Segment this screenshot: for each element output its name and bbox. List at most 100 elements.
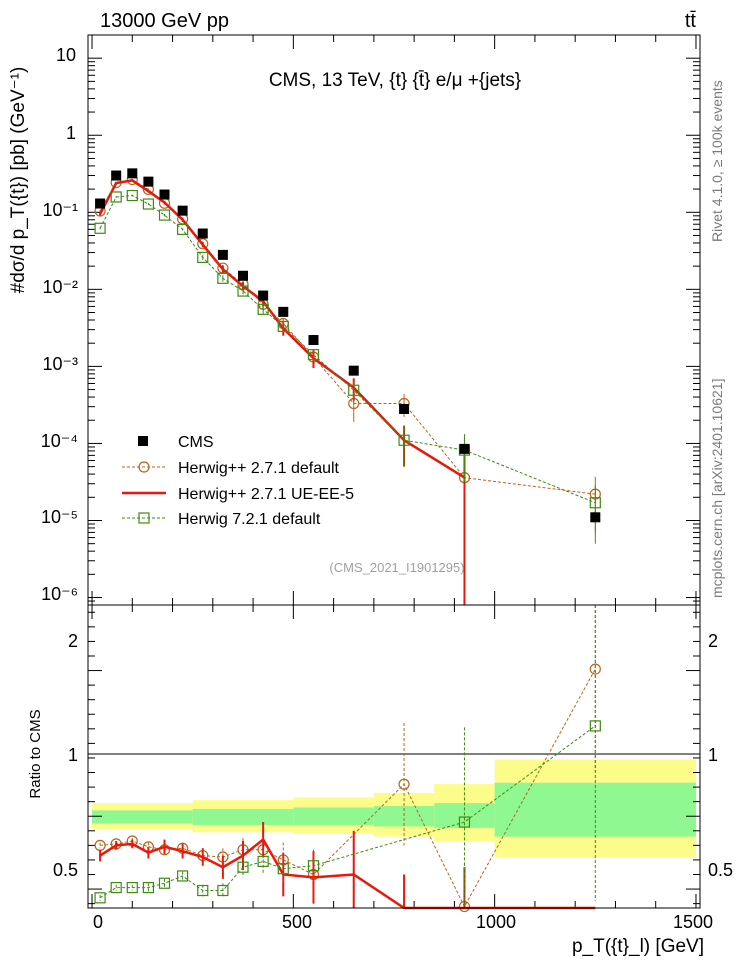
ratio-point [277, 863, 289, 875]
cms-data-point [590, 512, 601, 523]
ratio-band-inner [373, 806, 435, 827]
cms-data-point [348, 365, 359, 376]
ratio-point [589, 720, 601, 732]
main-series-line [99, 195, 596, 504]
legend-item-herwig-ueee5: Herwig++ 2.7.1 UE-EE-5 [122, 486, 354, 503]
analysis-id: (CMS_2021_I1901295) [329, 560, 464, 575]
legend-item-herwig-default: Herwig++ 2.7.1 default [122, 460, 340, 477]
cms-data-point [238, 270, 249, 281]
ratio-data-layer [94, 605, 601, 913]
main-point [237, 285, 249, 297]
ratio-band [92, 759, 696, 858]
legend: CMS Herwig++ 2.7.1 default Herwig++ 2.7.… [122, 434, 354, 528]
legend-marker-herwig-default [138, 461, 150, 473]
ratio-point [257, 855, 269, 867]
x-tick-label-0: 0 [93, 912, 103, 932]
main-point [277, 320, 289, 333]
y-tick-label-1e-4: 10⁻⁴ [41, 431, 78, 451]
legend-label-herwig-default: Herwig++ 2.7.1 default [178, 460, 340, 477]
main-series-line [99, 179, 596, 495]
ratio-x-ticks [91, 605, 697, 908]
cms-data-point [95, 198, 106, 209]
ratio-point [307, 860, 320, 872]
ratio-tick-label-1: 1 [68, 745, 78, 765]
ratio-point [94, 892, 106, 904]
ratio-point [458, 816, 471, 828]
cms-data-point [278, 306, 289, 317]
ratio-y-ticks [88, 611, 700, 905]
ratio-point [197, 884, 209, 897]
main-point [197, 251, 209, 263]
cms-data-point [127, 168, 138, 179]
plot-title: CMS, 13 TeV, {t} {t̄} e/μ +{jets} [269, 70, 521, 91]
main-point [158, 209, 171, 221]
cms-data-point [399, 403, 410, 414]
ratio-tick-label-0.5-right: 0.5 [708, 860, 733, 880]
y-axis-label-main: #dσ/d p_T({t}) [pb] (GeV⁻¹) [8, 67, 29, 294]
y-tick-label-1e-1: 10⁻¹ [42, 200, 78, 220]
main-x-ticks [91, 35, 697, 605]
energy-label: 13000 GeV pp [100, 10, 229, 32]
legend-label-herwig7: Herwig 7.2.1 default [178, 511, 321, 528]
ratio-point [110, 882, 122, 894]
cms-data-point [197, 228, 208, 239]
main-point [217, 272, 229, 284]
process-label: tt̄ [685, 10, 697, 32]
ratio-series-line [99, 837, 596, 910]
main-point [94, 222, 106, 234]
mcplots-label: mcplots.cern.ch [arXiv:2401.10621] [709, 379, 725, 598]
x-tick-label-1500: 1500 [673, 912, 713, 932]
cms-data-point [459, 443, 470, 454]
ratio-point [589, 663, 601, 675]
x-axis-label: p_T({t}_l) [GeV] [572, 936, 704, 957]
legend-label-cms: CMS [178, 434, 214, 451]
ratio-band-inner [192, 808, 294, 825]
x-tick-label-1000: 1000 [476, 912, 516, 932]
x-tick-label-500: 500 [282, 912, 312, 932]
ratio-band-inner [92, 810, 193, 824]
cms-data-point [143, 176, 154, 187]
main-point [126, 189, 138, 202]
cms-data-point [258, 290, 269, 301]
main-point [589, 497, 601, 509]
legend-marker-cms [138, 436, 148, 446]
ratio-point [158, 877, 171, 889]
ratio-tick-label-0.5: 0.5 [53, 860, 78, 880]
cms-data-point [177, 205, 188, 216]
main-point [110, 191, 122, 203]
cms-data-point [159, 189, 170, 200]
y-tick-label-1e-6: 10⁻⁶ [41, 584, 78, 604]
cms-data-point [111, 170, 122, 181]
main-y-ticks [88, 34, 700, 606]
ratio-point [126, 882, 138, 894]
main-point [307, 349, 320, 361]
main-series-line [98, 179, 466, 479]
main-point [348, 384, 360, 396]
cms-data-point [217, 249, 228, 260]
y-tick-label-1: 1 [66, 123, 76, 143]
ratio-tick-label-2: 2 [68, 631, 78, 651]
main-point [177, 223, 189, 235]
cms-data-point [308, 335, 319, 346]
ratio-tick-label-1-right: 1 [708, 745, 718, 765]
ratio-tick-label-2-right: 2 [708, 631, 718, 651]
ratio-point [237, 861, 249, 873]
legend-item-cms: CMS [138, 434, 214, 451]
ratio-point [398, 778, 410, 790]
ratio-y-tick-labels: 0.5 1 2 0.5 1 2 [53, 631, 733, 880]
main-data-layer [94, 168, 601, 605]
ratio-point [177, 870, 189, 882]
y-tick-label-1e-2: 10⁻² [42, 277, 78, 297]
main-point [197, 238, 209, 250]
legend-marker-herwig7 [138, 512, 150, 524]
main-panel: CMS, 13 TeV, {t} {t̄} e/μ +{jets} (CMS_2… [8, 34, 701, 606]
y-tick-label-10: 10 [56, 45, 76, 65]
ratio-panel: Ratio to CMS [27, 604, 701, 913]
main-point [398, 434, 410, 446]
y-tick-label-1e-3: 10⁻³ [42, 354, 78, 374]
ratio-band-inner [293, 807, 374, 825]
ratio-frame [87, 604, 701, 909]
ratio-point [142, 882, 154, 894]
y-tick-label-1e-5: 10⁻⁵ [41, 507, 78, 527]
